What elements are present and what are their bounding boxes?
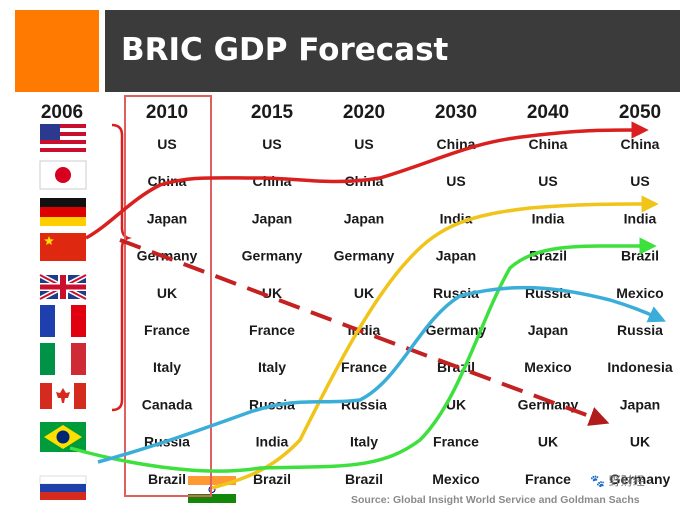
- source-note: Source: Global Insight World Service and…: [351, 494, 640, 506]
- series-line-brazil: [69, 237, 657, 473]
- china-flag-icon: [40, 233, 86, 261]
- rank-label-2040-7: Mexico: [524, 359, 571, 375]
- rank-label-2030-8: UK: [446, 396, 466, 412]
- page-title: BRIC GDP Forecast: [121, 32, 449, 68]
- rank-label-2030-9: France: [433, 434, 479, 450]
- germany-flag-icon: [40, 198, 86, 226]
- rank-label-2040-1: China: [529, 136, 568, 152]
- title-bar: BRIC GDP Forecast: [105, 10, 680, 92]
- brazil-flag-icon: [40, 422, 86, 452]
- rank-label-2050-9: UK: [630, 434, 650, 450]
- rank-label-2010-10: Brazil: [148, 471, 186, 487]
- ranking-table: 2006 2010 2015 2020 2030 2040 2050 US China Japan…: [41, 102, 673, 487]
- rank-label-2050-2: US: [630, 173, 649, 189]
- rank-label-2015-10: Brazil: [253, 471, 291, 487]
- rank-label-2040-10: France: [525, 471, 571, 487]
- year-header-2006: 2006: [41, 102, 83, 123]
- rank-label-2040-8: Germany: [518, 396, 579, 412]
- rank-label-2010-3: Japan: [147, 210, 187, 226]
- year-header-2020: 2020: [343, 102, 385, 123]
- france-flag-icon: [40, 305, 86, 337]
- flags-column: [38, 124, 236, 503]
- rank-label-2015-1: US: [262, 136, 281, 152]
- rank-label-2020-3: Japan: [344, 210, 384, 226]
- year-header-2015: 2015: [251, 102, 294, 123]
- rank-label-2050-7: Indonesia: [607, 359, 673, 375]
- rank-label-2015-7: Italy: [258, 359, 286, 375]
- highlight-2010-box: [124, 95, 212, 497]
- rank-label-2010-1: US: [157, 136, 176, 152]
- series-line-india: [211, 195, 659, 490]
- rank-label-2020-5: UK: [354, 285, 374, 301]
- rank-label-2015-9: India: [256, 434, 289, 450]
- rank-label-2030-6: Germany: [426, 322, 487, 338]
- series-line-us-dashed: [119, 238, 610, 426]
- rank-label-2030-10: Mexico: [432, 471, 479, 487]
- rank-label-2050-3: India: [624, 210, 657, 226]
- rank-label-2020-4: Germany: [334, 248, 395, 264]
- japan-flag-icon: [39, 160, 87, 190]
- rank-label-2030-4: Japan: [436, 248, 476, 264]
- year-header-2030: 2030: [435, 102, 477, 123]
- rank-label-2020-9: Italy: [350, 434, 378, 450]
- rank-label-2040-9: UK: [538, 434, 558, 450]
- rank-label-2050-8: Japan: [620, 396, 660, 412]
- title-accent-block: [15, 10, 99, 92]
- rank-label-2010-7: Italy: [153, 359, 181, 375]
- rank-label-2015-2: China: [253, 173, 292, 189]
- rank-label-2030-5: Russia: [433, 285, 479, 301]
- rank-label-2040-2: US: [538, 173, 557, 189]
- year-header-2040: 2040: [527, 102, 569, 123]
- rank-label-2050-1: China: [621, 136, 660, 152]
- rank-label-2050-5: Mexico: [616, 285, 663, 301]
- rank-label-2050-6: Russia: [617, 322, 663, 338]
- rank-label-2020-1: US: [354, 136, 373, 152]
- year-header-2050: 2050: [619, 102, 661, 123]
- us-flag-icon: [40, 124, 86, 152]
- rank-label-2040-6: Japan: [528, 322, 568, 338]
- year-header-2010: 2010: [146, 102, 188, 123]
- rank-label-2010-8: Canada: [142, 396, 193, 412]
- series-line-china: [85, 121, 649, 240]
- italy-flag-icon: [40, 343, 86, 375]
- rank-label-2010-6: France: [144, 322, 190, 338]
- rank-label-2020-7: France: [341, 359, 387, 375]
- rank-bracket: [111, 123, 132, 412]
- rank-label-2020-10: Brazil: [345, 471, 383, 487]
- rank-label-2040-3: India: [532, 210, 565, 226]
- rank-label-2010-4: Germany: [137, 248, 198, 264]
- rank-label-2050-10: Germany: [610, 471, 671, 487]
- rank-label-2010-5: UK: [157, 285, 177, 301]
- uk-flag-icon: [38, 272, 88, 302]
- rank-label-2030-2: US: [446, 173, 465, 189]
- rank-label-2050-4: Brazil: [621, 248, 659, 264]
- rank-label-2015-4: Germany: [242, 248, 303, 264]
- series-line-russia: [97, 285, 666, 464]
- watermark: 🐾 野财经: [590, 474, 645, 488]
- rank-label-2015-6: France: [249, 322, 295, 338]
- rank-label-2015-3: Japan: [252, 210, 292, 226]
- russia-flag-icon: [39, 475, 87, 500]
- canada-flag-icon: [40, 383, 86, 409]
